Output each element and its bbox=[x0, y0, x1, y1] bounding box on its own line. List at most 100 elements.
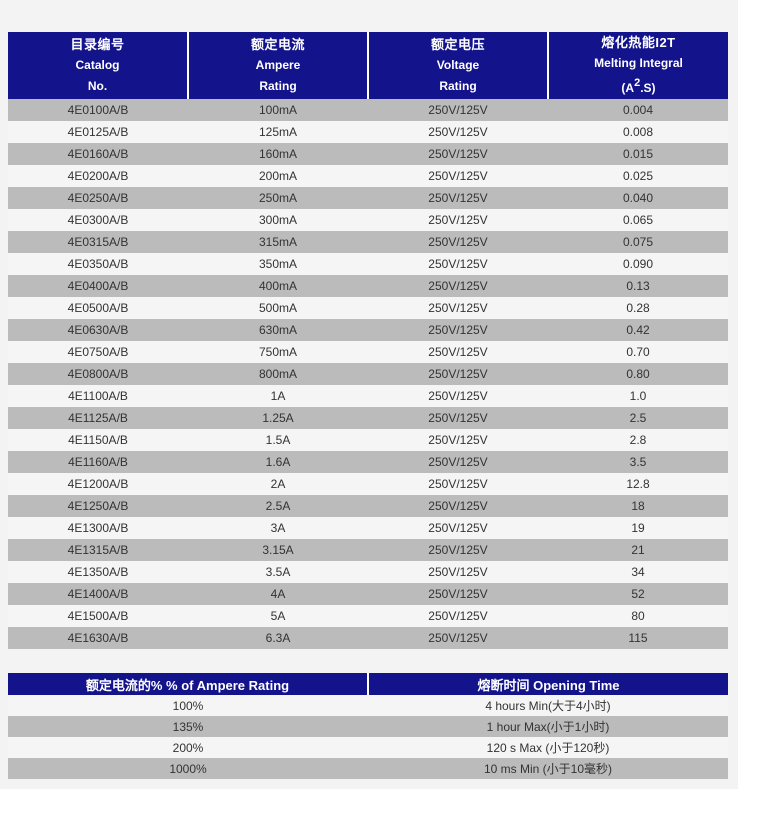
column-header-ampere-rating: 额定电流 Ampere Rating bbox=[188, 32, 369, 99]
column-header-ampere-en1: Ampere bbox=[255, 58, 301, 72]
table-cell: 34 bbox=[548, 561, 728, 583]
table-row: 4E1100A/B 1A 250V/125V 1.0 bbox=[8, 385, 728, 407]
column-header-voltage-rating: 额定电压 Voltage Rating bbox=[368, 32, 549, 99]
table-cell: 4 hours Min(大于4小时) bbox=[368, 695, 728, 716]
unit-superscript: 2 bbox=[634, 77, 641, 89]
table-cell: 630mA bbox=[188, 319, 368, 341]
table-cell: 250V/125V bbox=[368, 143, 548, 165]
table-cell: 0.090 bbox=[548, 253, 728, 275]
table-cell: 4E0300A/B bbox=[8, 209, 188, 231]
table-row: 135% 1 hour Max(小于1小时) bbox=[8, 716, 728, 737]
table-cell: 250V/125V bbox=[368, 231, 548, 253]
table-row: 4E0800A/B 800mA 250V/125V 0.80 bbox=[8, 363, 728, 385]
table-row: 4E0200A/B 200mA 250V/125V 0.025 bbox=[8, 165, 728, 187]
column-header-catalog-no: 目录编号 Catalog No. bbox=[8, 32, 189, 99]
table-row: 4E1630A/B 6.3A 250V/125V 115 bbox=[8, 627, 728, 649]
table-cell: 0.075 bbox=[548, 231, 728, 253]
table-cell: 100mA bbox=[188, 99, 368, 121]
table-cell: 0.065 bbox=[548, 209, 728, 231]
column-header-percent-of-ampere-rating: 额定电流的% % of Ampere Rating bbox=[8, 673, 369, 695]
table-cell: 160mA bbox=[188, 143, 368, 165]
opening-time-table-body: 100% 4 hours Min(大于4小时) 135% 1 hour Max(小于1… bbox=[8, 695, 728, 779]
table-cell: 1.0 bbox=[548, 385, 728, 407]
table-cell: 4E0400A/B bbox=[8, 275, 188, 297]
table-cell: 250V/125V bbox=[368, 605, 548, 627]
column-header-ampere-en2: Rating bbox=[259, 79, 297, 93]
table-row: 4E1315A/B 3.15A 250V/125V 21 bbox=[8, 539, 728, 561]
table-cell: 750mA bbox=[188, 341, 368, 363]
table-cell: 3.5 bbox=[548, 451, 728, 473]
table-cell: 250V/125V bbox=[368, 209, 548, 231]
table-cell: 800mA bbox=[188, 363, 368, 385]
table-cell: 4E0250A/B bbox=[8, 187, 188, 209]
table-cell: 0.70 bbox=[548, 341, 728, 363]
table-cell: 2.5A bbox=[188, 495, 368, 517]
table-cell: 52 bbox=[548, 583, 728, 605]
table-cell: 4E1250A/B bbox=[8, 495, 188, 517]
table-cell: 4E1350A/B bbox=[8, 561, 188, 583]
table-cell: 0.004 bbox=[548, 99, 728, 121]
table-cell: 80 bbox=[548, 605, 728, 627]
table-row: 100% 4 hours Min(大于4小时) bbox=[8, 695, 728, 716]
table-row: 4E0125A/B 125mA 250V/125V 0.008 bbox=[8, 121, 728, 143]
column-header-catalog-en1: Catalog bbox=[75, 58, 120, 72]
table-cell: 4E1300A/B bbox=[8, 517, 188, 539]
spec-table-header-row: 目录编号 Catalog No. 额定电流 Ampere Rating 额定电压… bbox=[8, 32, 728, 99]
table-cell: 250mA bbox=[188, 187, 368, 209]
table-cell: 315mA bbox=[188, 231, 368, 253]
table-cell: 250V/125V bbox=[368, 363, 548, 385]
column-header-catalog-en2: No. bbox=[87, 79, 108, 93]
table-cell: 4E0315A/B bbox=[8, 231, 188, 253]
table-cell: 1A bbox=[188, 385, 368, 407]
table-cell: 250V/125V bbox=[368, 407, 548, 429]
table-row: 4E0630A/B 630mA 250V/125V 0.42 bbox=[8, 319, 728, 341]
table-cell: 4E0350A/B bbox=[8, 253, 188, 275]
unit-post: .S) bbox=[640, 81, 656, 95]
table-cell: 4E0800A/B bbox=[8, 363, 188, 385]
opening-time-header-row: 额定电流的% % of Ampere Rating 熔断时间 Opening T… bbox=[8, 673, 728, 695]
table-cell: 125mA bbox=[188, 121, 368, 143]
table-cell: 0.42 bbox=[548, 319, 728, 341]
table-cell: 1.5A bbox=[188, 429, 368, 451]
table-cell: 250V/125V bbox=[368, 275, 548, 297]
column-header-catalog-zh: 目录编号 bbox=[70, 37, 125, 52]
table-cell: 12.8 bbox=[548, 473, 728, 495]
table-row: 4E0500A/B 500mA 250V/125V 0.28 bbox=[8, 297, 728, 319]
table-cell: 250V/125V bbox=[368, 165, 548, 187]
table-cell: 3.15A bbox=[188, 539, 368, 561]
table-cell: 4E1630A/B bbox=[8, 627, 188, 649]
column-header-ampere-zh: 额定电流 bbox=[250, 37, 305, 52]
table-cell: 4E0100A/B bbox=[8, 99, 188, 121]
table-cell: 18 bbox=[548, 495, 728, 517]
table-row: 4E0250A/B 250mA 250V/125V 0.040 bbox=[8, 187, 728, 209]
table-cell: 250V/125V bbox=[368, 297, 548, 319]
table-cell: 250V/125V bbox=[368, 319, 548, 341]
table-cell: 250V/125V bbox=[368, 451, 548, 473]
table-cell: 250V/125V bbox=[368, 385, 548, 407]
table-cell: 2.5 bbox=[548, 407, 728, 429]
table-cell: 250V/125V bbox=[368, 539, 548, 561]
table-cell: 135% bbox=[8, 716, 368, 737]
table-cell: 100% bbox=[8, 695, 368, 716]
table-cell: 0.28 bbox=[548, 297, 728, 319]
table-cell: 0.13 bbox=[548, 275, 728, 297]
table-cell: 5A bbox=[188, 605, 368, 627]
table-cell: 250V/125V bbox=[368, 341, 548, 363]
column-header-melting-zh: 熔化热能I2T bbox=[601, 35, 676, 50]
table-cell: 1.6A bbox=[188, 451, 368, 473]
table-cell: 1000% bbox=[8, 758, 368, 779]
column-header-melting-unit: (A2.S) bbox=[549, 74, 728, 99]
table-cell: 2.8 bbox=[548, 429, 728, 451]
table-cell: 250V/125V bbox=[368, 121, 548, 143]
spec-table-head: 目录编号 Catalog No. 额定电流 Ampere Rating 额定电压… bbox=[8, 32, 728, 99]
table-row: 4E1500A/B 5A 250V/125V 80 bbox=[8, 605, 728, 627]
table-row: 4E1125A/B 1.25A 250V/125V 2.5 bbox=[8, 407, 728, 429]
table-cell: 0.040 bbox=[548, 187, 728, 209]
table-row: 4E1150A/B 1.5A 250V/125V 2.8 bbox=[8, 429, 728, 451]
table-cell: 4E0160A/B bbox=[8, 143, 188, 165]
table-cell: 200% bbox=[8, 737, 368, 758]
table-cell: 4E0200A/B bbox=[8, 165, 188, 187]
table-cell: 4E1200A/B bbox=[8, 473, 188, 495]
column-header-voltage-zh: 额定电压 bbox=[430, 37, 485, 52]
table-cell: 250V/125V bbox=[368, 561, 548, 583]
